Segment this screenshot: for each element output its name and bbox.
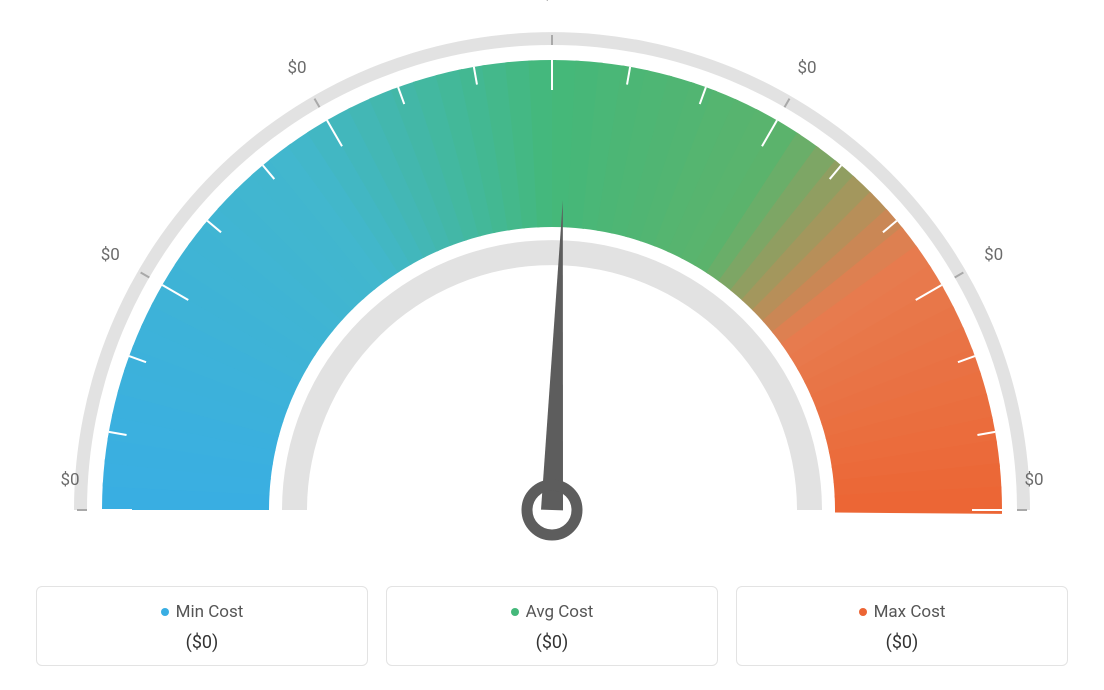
legend-label-min: Min Cost: [176, 602, 244, 622]
scale-label: $0: [287, 58, 306, 78]
legend-label-max: Max Cost: [874, 602, 946, 622]
legend-title-min: Min Cost: [161, 602, 244, 622]
legend-card-max: Max Cost ($0): [736, 586, 1068, 666]
legend-label-avg: Avg Cost: [526, 602, 594, 622]
legend-dot-avg: [511, 608, 519, 616]
legend-dot-min: [161, 608, 169, 616]
legend-title-max: Max Cost: [859, 602, 946, 622]
cost-gauge: $0 $0 $0 $0 $0 $0 $0: [0, 0, 1104, 560]
scale-label: $0: [542, 0, 561, 4]
scale-label: $0: [60, 470, 79, 490]
scale-label: $0: [984, 245, 1003, 265]
legend-value-max: ($0): [745, 632, 1059, 653]
legend-dot-max: [859, 608, 867, 616]
gauge-svg: [0, 0, 1104, 560]
scale-label: $0: [101, 245, 120, 265]
legend-title-avg: Avg Cost: [511, 602, 594, 622]
legend-card-min: Min Cost ($0): [36, 586, 368, 666]
scale-label: $0: [1024, 470, 1043, 490]
scale-label: $0: [797, 58, 816, 78]
legend-card-avg: Avg Cost ($0): [386, 586, 718, 666]
legend-value-min: ($0): [45, 632, 359, 653]
legend-value-avg: ($0): [395, 632, 709, 653]
legend-row: Min Cost ($0) Avg Cost ($0) Max Cost ($0…: [36, 586, 1068, 666]
